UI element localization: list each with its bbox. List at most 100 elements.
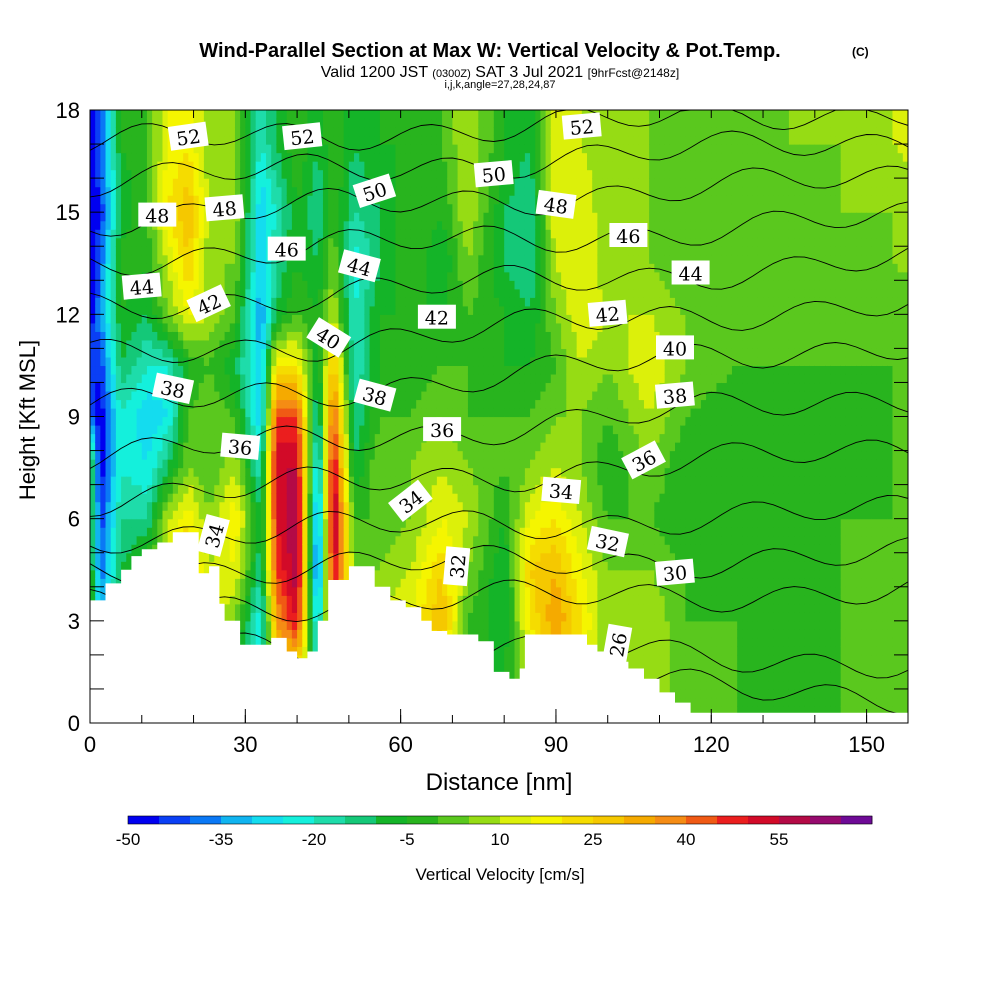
velocity-cell: [343, 229, 350, 239]
velocity-cell: [136, 237, 143, 247]
velocity-cell: [183, 399, 189, 409]
velocity-cell: [229, 569, 236, 579]
velocity-cell: [338, 118, 345, 128]
velocity-cell: [369, 518, 376, 528]
velocity-cell: [442, 365, 448, 375]
velocity-cell: [322, 348, 329, 358]
velocity-cell: [131, 382, 138, 392]
velocity-cell: [297, 161, 303, 171]
velocity-cell: [260, 518, 267, 528]
velocity-cell: [395, 399, 402, 409]
velocity-cell: [369, 144, 376, 154]
velocity-cell: [307, 603, 314, 613]
velocity-cell: [328, 314, 334, 324]
velocity-cell: [167, 229, 174, 239]
velocity-cell: [115, 390, 122, 401]
velocity-cell: [90, 569, 96, 579]
velocity-cell: [152, 110, 158, 120]
velocity-cell: [219, 322, 226, 332]
velocity-cell: [364, 416, 371, 426]
velocity-cell: [348, 535, 355, 545]
velocity-cell: [312, 288, 319, 298]
velocity-cell: [333, 450, 340, 460]
velocity-cell: [385, 348, 391, 358]
velocity-cell: [136, 144, 143, 154]
velocity-cell: [250, 373, 257, 384]
velocity-cell: [234, 612, 241, 622]
velocity-cell: [276, 229, 283, 239]
velocity-cell: [110, 425, 117, 435]
velocity-cell: [95, 390, 101, 401]
velocity-cell: [343, 297, 350, 307]
velocity-cell: [328, 186, 334, 196]
velocity-cell: [121, 356, 127, 367]
velocity-cell: [328, 433, 334, 443]
velocity-cell: [234, 288, 241, 298]
velocity-cell: [193, 450, 200, 460]
velocity-cell: [157, 399, 164, 409]
velocity-cell: [214, 144, 221, 154]
velocity-cell: [126, 118, 133, 128]
velocity-cell: [317, 493, 324, 503]
velocity-cell: [271, 331, 277, 341]
velocity-cell: [364, 314, 371, 324]
velocity-cell: [390, 339, 397, 349]
velocity-cell: [343, 161, 350, 171]
velocity-cell: [271, 195, 277, 205]
velocity-cell: [343, 203, 350, 213]
velocity-cell: [105, 220, 112, 230]
velocity-cell: [219, 510, 226, 520]
velocity-cell: [379, 578, 386, 588]
velocity-cell: [385, 203, 391, 213]
velocity-cell: [276, 314, 283, 324]
velocity-cell: [302, 382, 309, 392]
velocity-cell: [209, 322, 215, 332]
velocity-cell: [146, 399, 153, 409]
velocity-cell: [167, 501, 174, 511]
velocity-cell: [90, 305, 96, 315]
velocity-cell: [255, 425, 262, 435]
velocity-cell: [390, 280, 397, 290]
velocity-cell: [146, 476, 153, 486]
velocity-cell: [266, 527, 272, 537]
velocity-cell: [260, 425, 267, 435]
velocity-cell: [115, 425, 122, 435]
velocity-cell: [405, 595, 412, 605]
velocity-cell: [359, 127, 365, 137]
velocity-cell: [343, 476, 350, 486]
velocity-cell: [338, 237, 345, 247]
velocity-cell: [374, 118, 381, 128]
velocity-cell: [214, 331, 221, 341]
velocity-cell: [442, 110, 448, 120]
velocity-cell: [405, 178, 412, 188]
velocity-cell: [302, 535, 309, 545]
velocity-cell: [426, 203, 433, 213]
velocity-cell: [307, 118, 314, 128]
velocity-cell: [188, 365, 195, 375]
velocity-cell: [198, 271, 205, 281]
velocity-cell: [240, 322, 246, 332]
velocity-cell: [126, 186, 133, 196]
velocity-cell: [410, 186, 417, 196]
velocity-cell: [224, 118, 231, 128]
velocity-cell: [431, 399, 438, 409]
velocity-cell: [250, 501, 257, 511]
velocity-cell: [410, 442, 417, 452]
velocity-cell: [266, 280, 272, 290]
velocity-cell: [90, 118, 96, 128]
velocity-cell: [379, 203, 386, 213]
velocity-cell: [162, 467, 169, 477]
velocity-cell: [183, 365, 189, 375]
velocity-cell: [333, 407, 340, 418]
velocity-cell: [436, 161, 443, 171]
velocity-cell: [141, 493, 148, 503]
velocity-cell: [141, 339, 148, 349]
velocity-cell: [115, 561, 122, 571]
velocity-cell: [374, 246, 381, 256]
velocity-cell: [426, 356, 433, 367]
velocity-cell: [95, 399, 101, 409]
velocity-cell: [281, 220, 288, 230]
velocity-cell: [224, 127, 231, 137]
velocity-cell: [286, 365, 293, 375]
velocity-cell: [110, 407, 117, 418]
